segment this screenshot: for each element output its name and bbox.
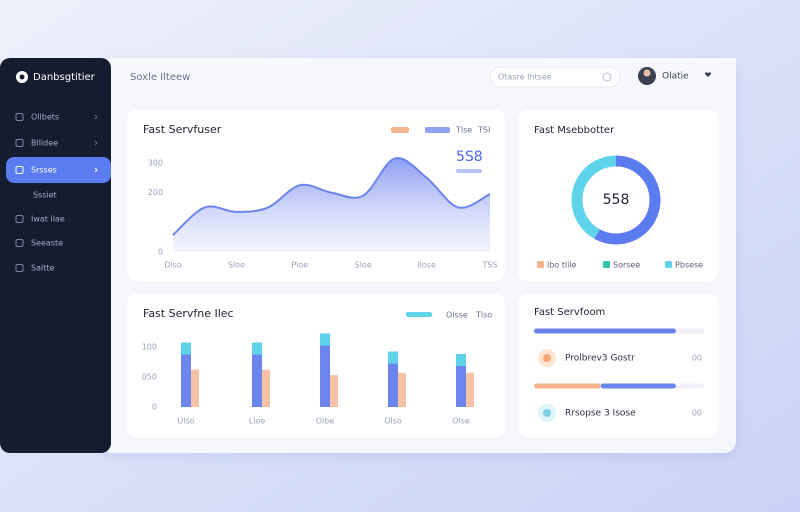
bar-cap bbox=[181, 342, 191, 355]
bar-cap bbox=[456, 354, 466, 367]
x-tick-label: Ilose bbox=[417, 261, 436, 270]
menu-item[interactable]: Saltte bbox=[31, 264, 54, 273]
bar bbox=[252, 342, 262, 407]
x-tick-label: TSS bbox=[481, 261, 497, 270]
x-tick-label: Sloe bbox=[355, 261, 372, 270]
chevron bbox=[94, 167, 98, 173]
legend-chip bbox=[391, 127, 409, 133]
menu-icon bbox=[15, 239, 24, 247]
legend-chip bbox=[406, 312, 432, 317]
bar-cap bbox=[252, 342, 262, 355]
menu-item[interactable]: Srsses bbox=[31, 166, 57, 175]
legend-chip bbox=[425, 127, 450, 133]
kpi-value: 5S8 bbox=[456, 149, 483, 165]
user-name: Olatie bbox=[662, 72, 689, 82]
card-title: Fast Servfne Ilec bbox=[143, 307, 234, 320]
header-bar bbox=[111, 58, 736, 96]
legend-label: Sorsee bbox=[613, 261, 640, 270]
legend-chip bbox=[665, 261, 672, 268]
bar bbox=[398, 372, 406, 407]
bar bbox=[330, 375, 338, 407]
item-value: 00 bbox=[692, 409, 702, 418]
search-box[interactable] bbox=[489, 66, 621, 88]
donut-center-label: 558 bbox=[603, 192, 630, 208]
item-label: Rrsopse 3 Isose bbox=[565, 409, 636, 419]
y-tick-label: 050 bbox=[142, 372, 157, 381]
bar bbox=[191, 369, 199, 407]
heart-icon[interactable] bbox=[705, 72, 711, 77]
menu-icon bbox=[15, 166, 24, 174]
menu-item[interactable]: Seeaste bbox=[31, 239, 63, 248]
bar bbox=[320, 333, 330, 407]
legend-label: Tlse bbox=[455, 126, 472, 135]
sidebar bbox=[0, 58, 111, 453]
legend-label: Tlso bbox=[475, 311, 492, 320]
search-placeholder: Otasre Ihtsee bbox=[498, 73, 552, 82]
bar bbox=[388, 351, 398, 407]
menu-icon bbox=[15, 264, 24, 272]
menu-icon bbox=[15, 215, 24, 223]
area-line bbox=[172, 157, 491, 236]
card-title: Fast Servfoom bbox=[534, 307, 605, 318]
card-title: Fast Msebbotter bbox=[534, 125, 615, 136]
bar-cap bbox=[320, 333, 330, 346]
x-tick-label: Lloe bbox=[249, 417, 266, 426]
progress-bar bbox=[534, 328, 676, 334]
item-icon-dot bbox=[543, 409, 551, 417]
menu-item[interactable]: Bllidee bbox=[31, 139, 58, 148]
legend-chip bbox=[603, 261, 610, 268]
item-value: 00 bbox=[692, 354, 702, 363]
card bbox=[127, 294, 505, 437]
y-tick-label: 100 bbox=[142, 342, 157, 351]
legend-label: Olsse bbox=[446, 311, 468, 320]
card-title: Fast Servfuser bbox=[143, 123, 222, 136]
x-tick-label: Olse bbox=[452, 417, 470, 426]
search-icon bbox=[602, 72, 612, 82]
legend-label: lbo tlile bbox=[547, 261, 577, 270]
legend-label: TSI bbox=[477, 126, 490, 135]
y-tick-label: 0 bbox=[152, 403, 157, 412]
menu-item[interactable]: Iwat ilae bbox=[31, 215, 65, 224]
x-tick-label: Olso bbox=[384, 417, 402, 426]
legend-chip bbox=[537, 261, 544, 268]
x-tick-label: Olbe bbox=[316, 417, 335, 426]
y-tick-label: 300 bbox=[148, 158, 163, 167]
brand: Danbsgtitier bbox=[33, 72, 96, 83]
area-fill bbox=[173, 158, 490, 252]
donut-segment bbox=[571, 155, 661, 245]
x-tick-label: Sloe bbox=[228, 261, 245, 270]
x-tick-label: Ploe bbox=[291, 261, 308, 270]
y-tick-label: 0 bbox=[158, 248, 163, 257]
bar bbox=[456, 354, 466, 407]
x-tick-label: Dlso bbox=[164, 261, 182, 270]
x-tick-label: Ulso bbox=[177, 417, 194, 426]
menu-icon bbox=[15, 113, 24, 121]
chevron bbox=[94, 114, 98, 120]
legend-label: Pbsese bbox=[675, 261, 703, 270]
item-label: Prolbrev3 Gostr bbox=[565, 354, 635, 364]
item-icon-dot bbox=[543, 354, 551, 362]
bar bbox=[262, 369, 270, 407]
card bbox=[518, 110, 718, 281]
kpi-bar bbox=[456, 169, 482, 173]
page-title: Soxle Ilteew bbox=[130, 72, 190, 83]
progress-bar bbox=[600, 383, 676, 389]
progress-bar bbox=[534, 383, 601, 389]
chevron bbox=[94, 140, 98, 146]
y-tick-label: 200 bbox=[148, 188, 163, 197]
avatar-face bbox=[643, 69, 651, 77]
menu-item[interactable]: Sssiet bbox=[33, 191, 57, 200]
menu-active bbox=[6, 157, 111, 183]
logo-dot bbox=[19, 74, 25, 80]
menu-item[interactable]: Ollbets bbox=[31, 113, 59, 122]
bar bbox=[466, 372, 474, 407]
bar-cap bbox=[388, 351, 398, 364]
menu-icon bbox=[15, 139, 24, 147]
bar bbox=[181, 342, 191, 407]
